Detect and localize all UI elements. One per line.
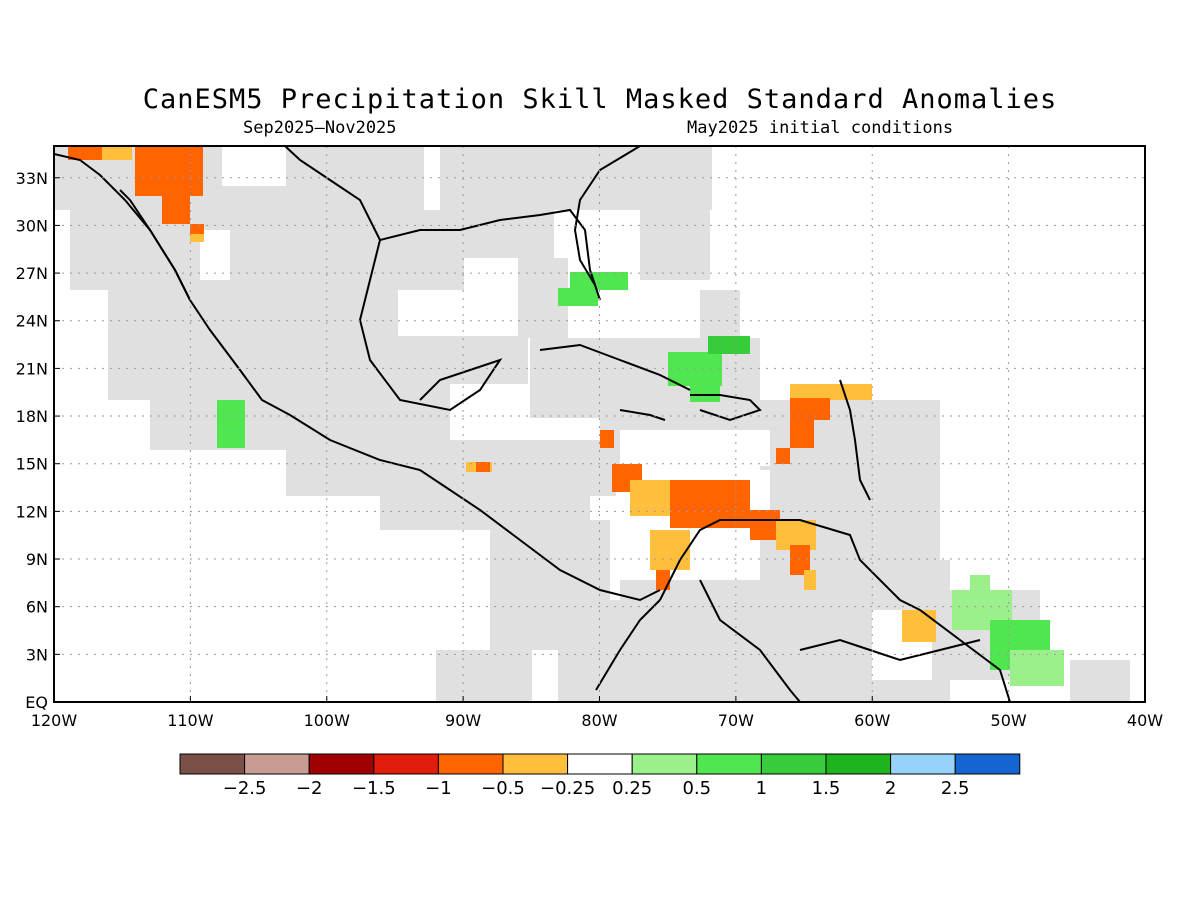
colorbar-label: −1	[425, 778, 452, 799]
colorbar-swatch	[954, 753, 1021, 775]
lon-tick-label: 90W	[445, 711, 481, 730]
lat-tick-label: 27N	[16, 264, 48, 283]
lat-tick-label: 30N	[16, 216, 48, 235]
colorbar-label: −0.25	[540, 778, 595, 799]
coastlines	[54, 146, 1011, 702]
lat-tick-label: 15N	[16, 455, 48, 474]
colorbar-label: −1.5	[352, 778, 396, 799]
lon-tick-label: 70W	[718, 711, 754, 730]
colorbar-label: 1.5	[812, 778, 841, 799]
lat-tick-label: 24N	[16, 312, 48, 331]
lat-tick-label: EQ	[25, 693, 48, 712]
colorbar-swatch	[696, 753, 762, 775]
colorbar-label: −2	[296, 778, 323, 799]
colorbar-swatch	[373, 753, 439, 775]
lat-tick-label: 18N	[16, 407, 48, 426]
lon-tick-label: 80W	[581, 711, 617, 730]
grid	[54, 146, 1145, 702]
colorbar-swatch	[825, 753, 892, 775]
lat-tick-label: 21N	[16, 359, 48, 378]
lon-tick-label: 40W	[1127, 711, 1163, 730]
colorbar-swatch	[502, 753, 569, 775]
init-subtitle: May2025 initial conditions	[687, 118, 954, 138]
lat-ticks: EQ 3N 6N 9N 12N 15N 18N 21N 24N 27N 30N 33N	[16, 169, 60, 712]
lon-tick-label: 120W	[31, 711, 78, 730]
colorbar-label: 2.5	[941, 778, 970, 799]
lon-tick-label: 110W	[167, 711, 214, 730]
colorbar-swatch	[631, 753, 698, 775]
colorbar-swatch	[890, 753, 956, 775]
colorbar-swatch	[567, 753, 633, 775]
lon-ticks: 120W 110W 100W 90W 80W 70W 60W 50W 40W	[31, 696, 1163, 730]
colorbar-swatch	[179, 753, 246, 775]
lat-tick-label: 3N	[26, 645, 48, 664]
colorbar-label: 2	[885, 778, 896, 799]
colorbar-label: 0.25	[612, 778, 652, 799]
lat-tick-label: 9N	[26, 550, 48, 569]
colorbar-label: −0.5	[481, 778, 525, 799]
season-subtitle: Sep2025–Nov2025	[243, 118, 397, 138]
colorbar-swatch	[244, 753, 310, 775]
lat-tick-label: 12N	[16, 502, 48, 521]
colorbar-swatch	[760, 753, 827, 775]
lat-tick-label: 33N	[16, 169, 48, 188]
chart-title: CanESM5 Precipitation Skill Masked Stand…	[142, 84, 1058, 115]
colorbar-swatch	[437, 753, 504, 775]
colorbar: −2.5 −2 −1.5 −1 −0.5 −0.25 0.25 0.5 1 1.5 2 2.5	[179, 753, 1021, 799]
anomaly-layer	[68, 146, 1064, 686]
colorbar-label: 1	[756, 778, 767, 799]
skill-mask-layer	[54, 146, 1130, 702]
lon-tick-label: 60W	[854, 711, 890, 730]
lat-tick-label: 6N	[26, 598, 48, 617]
colorbar-label: −2.5	[223, 778, 267, 799]
colorbar-label: 0.5	[682, 778, 711, 799]
lon-tick-label: 50W	[991, 711, 1027, 730]
colorbar-swatch	[308, 753, 375, 775]
lon-tick-label: 100W	[304, 711, 351, 730]
